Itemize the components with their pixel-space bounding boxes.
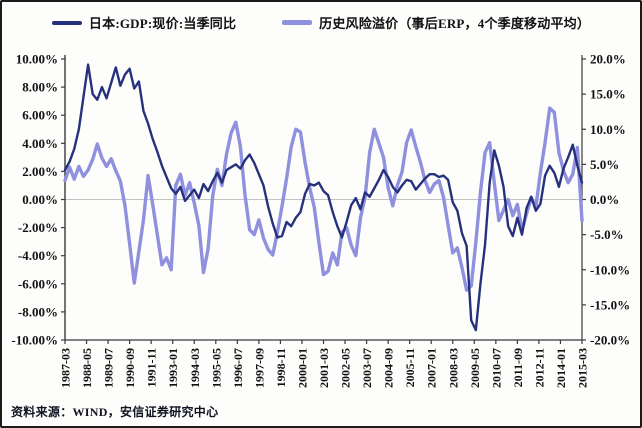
x-axis-tick-label: 2012-11 (532, 348, 546, 387)
x-axis-tick-label: 1990-09 (123, 348, 137, 388)
x-axis-tick-label: 1997-09 (252, 348, 266, 388)
erp-line-swatch (282, 20, 313, 25)
legend: 日本:GDP:现价:当季同比 历史风险溢价（事后ERP，4个季度移动平均） (2, 13, 640, 32)
x-axis-tick-label: 2002-05 (339, 348, 353, 388)
left-axis-tick-label: -4.00% (18, 248, 58, 263)
x-axis-tick-label: 2011-09 (511, 348, 525, 387)
x-axis-tick-label: 1988-05 (80, 348, 94, 388)
x-axis-tick-label: 1993-01 (166, 348, 180, 388)
right-axis-tick-label: -20.0% (590, 333, 630, 348)
x-axis-tick-label: 2005-11 (403, 348, 417, 387)
x-axis-tick-label: 2015-03 (576, 348, 590, 388)
x-axis-tick-label: 1994-03 (188, 348, 202, 388)
right-axis-tick-label: 15.0% (590, 87, 626, 102)
x-axis-tick-label: 1995-05 (209, 348, 223, 388)
x-axis-tick-label: 1989-07 (102, 348, 116, 388)
right-axis-tick-label: -15.0% (590, 297, 630, 312)
legend-item-gdp: 日本:GDP:现价:当季同比 (51, 13, 237, 32)
x-axis-tick-label: 2001-03 (317, 348, 331, 388)
left-axis-tick-label: 8.00% (22, 80, 58, 95)
x-axis-tick-label: 2000-01 (295, 348, 309, 388)
left-axis-tick-label: -10.00% (11, 333, 58, 348)
x-axis-tick-label: 2004-09 (382, 348, 396, 388)
legend-label-gdp: 日本:GDP:现价:当季同比 (88, 16, 237, 31)
x-axis-tick-label: 2003-07 (360, 348, 374, 388)
right-axis-tick-label: -10.0% (590, 262, 630, 277)
left-axis-tick-label: 10.00% (16, 52, 58, 67)
right-axis-tick-label: -5.0% (590, 227, 624, 242)
x-axis-tick-label: 1996-07 (231, 348, 245, 388)
right-axis-tick-label: 20.0% (590, 52, 626, 67)
x-axis-tick-label: 2009-05 (468, 348, 482, 388)
gdp-line-swatch (51, 20, 82, 25)
x-axis-tick-label: 2010-07 (489, 348, 503, 388)
left-axis-tick-label: -2.00% (18, 220, 58, 235)
x-axis-tick-label: 1998-11 (274, 348, 288, 387)
x-axis-tick-label: 1987-03 (59, 348, 73, 388)
legend-label-erp: 历史风险溢价（事后ERP，4个季度移动平均） (319, 16, 591, 31)
x-axis-tick-label: 2014-01 (554, 348, 568, 388)
left-axis-tick-label: 4.00% (22, 136, 58, 151)
left-axis-tick-label: -6.00% (18, 276, 58, 291)
source-note: 资料来源：WIND，安信证券研究中心 (11, 405, 219, 419)
left-axis-tick-label: -8.00% (18, 304, 58, 319)
left-axis-tick-label: 0.00% (22, 192, 58, 207)
x-axis-tick-label: 2008-03 (446, 348, 460, 388)
left-axis-tick-label: 6.00% (22, 108, 58, 123)
right-axis-tick-label: 0.0% (590, 192, 619, 207)
x-axis-tick-label: 2007-01 (425, 348, 439, 388)
right-axis-tick-label: 5.0% (590, 157, 619, 172)
left-axis-tick-label: 2.00% (22, 164, 58, 179)
gdp-line (63, 63, 584, 332)
legend-item-erp: 历史风险溢价（事后ERP，4个季度移动平均） (282, 13, 590, 32)
right-axis-tick-label: 10.0% (590, 122, 626, 137)
erp-line (63, 106, 584, 292)
x-axis-tick-label: 1991-11 (145, 348, 159, 387)
